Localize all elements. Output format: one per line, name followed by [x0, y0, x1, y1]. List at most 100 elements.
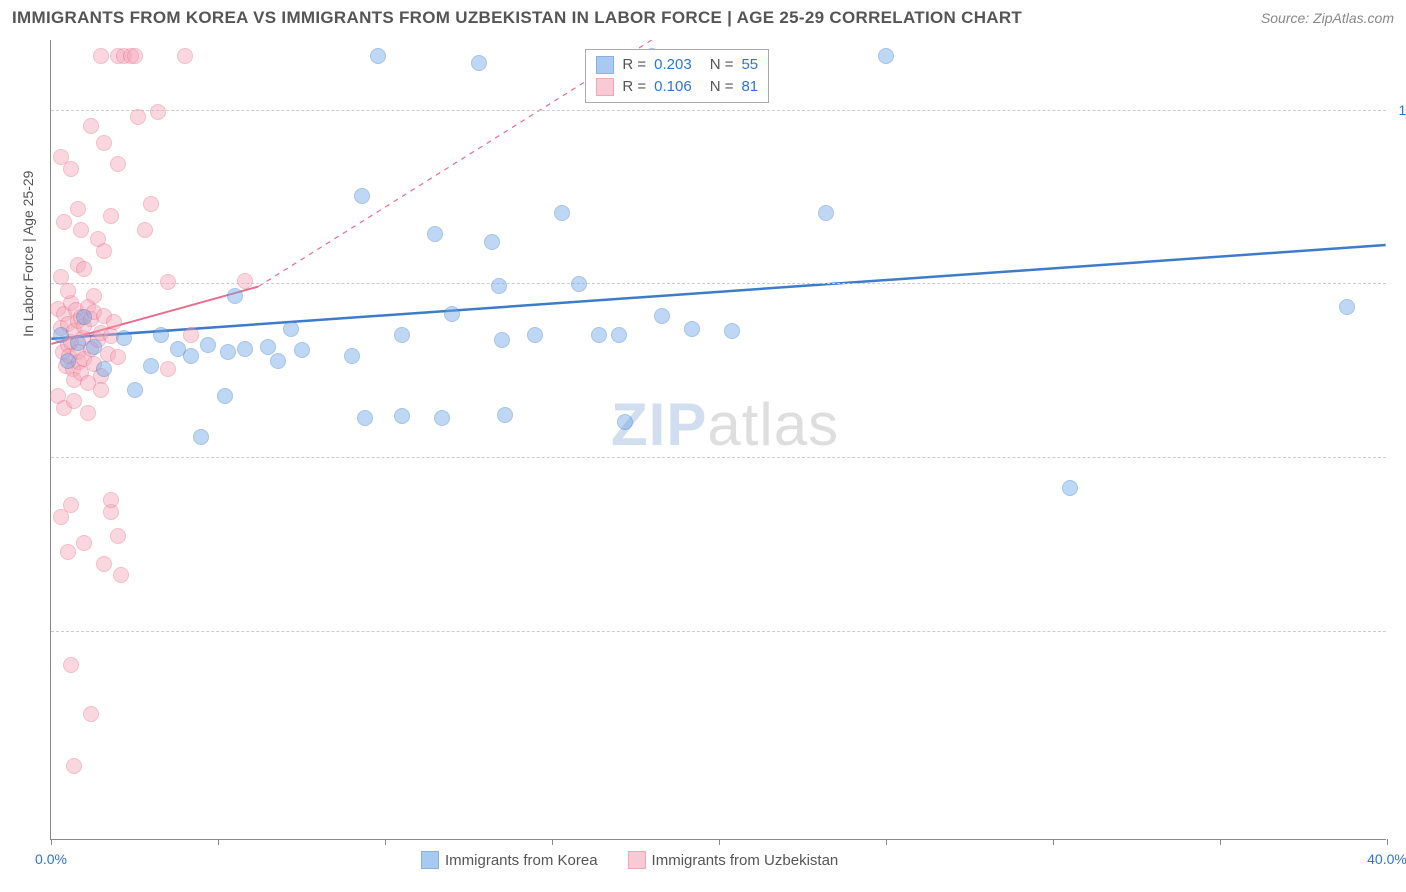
korea-point [260, 339, 276, 355]
n-value: 81 [741, 78, 758, 95]
n-value: 55 [741, 56, 758, 73]
uzbekistan-point [63, 161, 79, 177]
korea-point [200, 337, 216, 353]
y-axis-label: In Labor Force | Age 25-29 [20, 171, 36, 337]
uzbekistan-point [80, 405, 96, 421]
uzbekistan-point [76, 535, 92, 551]
uzbekistan-point [143, 196, 159, 212]
x-tick [552, 839, 553, 845]
uzbekistan-point [93, 382, 109, 398]
uzbekistan-point [96, 135, 112, 151]
korea-point [1062, 480, 1078, 496]
x-tick [218, 839, 219, 845]
korea-point [434, 410, 450, 426]
korea-point [494, 332, 510, 348]
legend-swatch [596, 56, 614, 74]
korea-point [153, 327, 169, 343]
uzbekistan-point [66, 758, 82, 774]
x-tick [1387, 839, 1388, 845]
korea-point [76, 309, 92, 325]
uzbekistan-point [177, 48, 193, 64]
uzbekistan-point [76, 261, 92, 277]
korea-point [484, 234, 500, 250]
korea-point [818, 205, 834, 221]
watermark: ZIPatlas [611, 390, 839, 459]
korea-trendline [51, 245, 1385, 339]
legend-item: Immigrants from Korea [421, 851, 598, 869]
korea-point [86, 339, 102, 355]
uzbekistan-point [66, 393, 82, 409]
korea-point [60, 353, 76, 369]
korea-point [183, 348, 199, 364]
korea-point [127, 382, 143, 398]
uzbekistan-point [73, 222, 89, 238]
korea-point [370, 48, 386, 64]
korea-point [220, 344, 236, 360]
korea-point [217, 388, 233, 404]
y-tick-label: 90.0% [1391, 275, 1406, 291]
x-tick [385, 839, 386, 845]
korea-point [357, 410, 373, 426]
korea-point [227, 288, 243, 304]
chart-title: IMMIGRANTS FROM KOREA VS IMMIGRANTS FROM… [12, 8, 1022, 28]
korea-point [394, 327, 410, 343]
x-tick-label: 40.0% [1367, 851, 1406, 867]
uzbekistan-point [60, 283, 76, 299]
n-label: N = [710, 56, 734, 73]
korea-point [491, 278, 507, 294]
uzbekistan-point [160, 274, 176, 290]
watermark-atlas: atlas [707, 391, 839, 458]
x-tick [719, 839, 720, 845]
uzbekistan-point [63, 497, 79, 513]
uzbekistan-point [137, 222, 153, 238]
korea-point [878, 48, 894, 64]
legend-row: R =0.106N =81 [596, 76, 758, 98]
gridline [51, 631, 1386, 632]
korea-point [684, 321, 700, 337]
legend-row: R =0.203N =55 [596, 54, 758, 76]
korea-point [283, 321, 299, 337]
korea-point [70, 335, 86, 351]
y-tick-label: 80.0% [1391, 449, 1406, 465]
korea-point [591, 327, 607, 343]
source-label: Source: ZipAtlas.com [1261, 10, 1394, 26]
korea-point [724, 323, 740, 339]
legend-series-name: Immigrants from Uzbekistan [652, 852, 839, 869]
legend-item: Immigrants from Uzbekistan [628, 851, 839, 869]
korea-point [497, 407, 513, 423]
korea-point [527, 327, 543, 343]
uzbekistan-point [127, 48, 143, 64]
korea-point [444, 306, 460, 322]
uzbekistan-point [160, 361, 176, 377]
legend-swatch [628, 851, 646, 869]
korea-point [554, 205, 570, 221]
legend-series-name: Immigrants from Korea [445, 852, 598, 869]
korea-point [654, 308, 670, 324]
korea-point [53, 327, 69, 343]
korea-point [237, 341, 253, 357]
korea-point [193, 429, 209, 445]
uzbekistan-point [60, 544, 76, 560]
uzbekistan-point [110, 156, 126, 172]
uzbekistan-point [103, 208, 119, 224]
korea-point [344, 348, 360, 364]
uzbekistan-point [96, 556, 112, 572]
korea-point [116, 330, 132, 346]
x-tick [51, 839, 52, 845]
y-tick-label: 70.0% [1391, 623, 1406, 639]
y-tick-label: 100.0% [1391, 102, 1406, 118]
uzbekistan-point [130, 109, 146, 125]
uzbekistan-point [110, 349, 126, 365]
legend-correlation: R =0.203N =55R =0.106N =81 [585, 49, 769, 103]
x-tick [1053, 839, 1054, 845]
r-label: R = [622, 78, 646, 95]
korea-point [427, 226, 443, 242]
uzbekistan-point [103, 492, 119, 508]
legend-series: Immigrants from Korea Immigrants from Uzb… [421, 851, 838, 869]
korea-point [294, 342, 310, 358]
uzbekistan-point [113, 567, 129, 583]
uzbekistan-point [90, 231, 106, 247]
uzbekistan-point [93, 48, 109, 64]
uzbekistan-point [110, 528, 126, 544]
x-tick [1220, 839, 1221, 845]
